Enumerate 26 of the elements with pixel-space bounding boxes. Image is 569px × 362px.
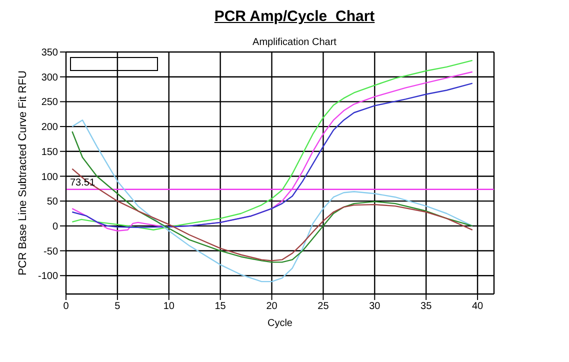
y-tick-label: -100 bbox=[38, 271, 58, 282]
chart-subtitle: Amplification Chart bbox=[252, 37, 338, 48]
y-tick-label: 350 bbox=[41, 48, 58, 59]
x-tick-label: 10 bbox=[163, 301, 175, 312]
x-tick-label: 40 bbox=[472, 301, 484, 312]
x-axis-title: Cycle bbox=[267, 318, 293, 329]
x-tick-label: 0 bbox=[63, 301, 70, 312]
x-tick-label: 30 bbox=[369, 301, 381, 312]
x-tick-label: 25 bbox=[318, 301, 330, 312]
x-tick-label: 5 bbox=[114, 301, 121, 312]
y-tick-label: 250 bbox=[41, 97, 58, 108]
y-axis-title: PCR Base Line Subtracted Curve Fit RFU bbox=[16, 70, 29, 276]
line-series bbox=[72, 130, 473, 263]
x-tick-label: 35 bbox=[420, 301, 432, 312]
x-tick-label: 20 bbox=[266, 301, 278, 312]
chart-title: PCR Amp/Cycle Chart bbox=[213, 8, 376, 25]
y-tick-label: 200 bbox=[41, 122, 58, 134]
line-series bbox=[72, 168, 473, 262]
y-tick-label: -50 bbox=[44, 246, 58, 258]
y-tick-label: 0 bbox=[52, 221, 58, 232]
y-tick-label: 300 bbox=[41, 72, 58, 84]
y-tick-label: 150 bbox=[41, 146, 58, 158]
y-tick-label: 100 bbox=[41, 172, 58, 183]
x-tick-label: 15 bbox=[214, 301, 226, 312]
y-tick-label: 50 bbox=[46, 196, 58, 208]
line-series bbox=[72, 119, 473, 282]
